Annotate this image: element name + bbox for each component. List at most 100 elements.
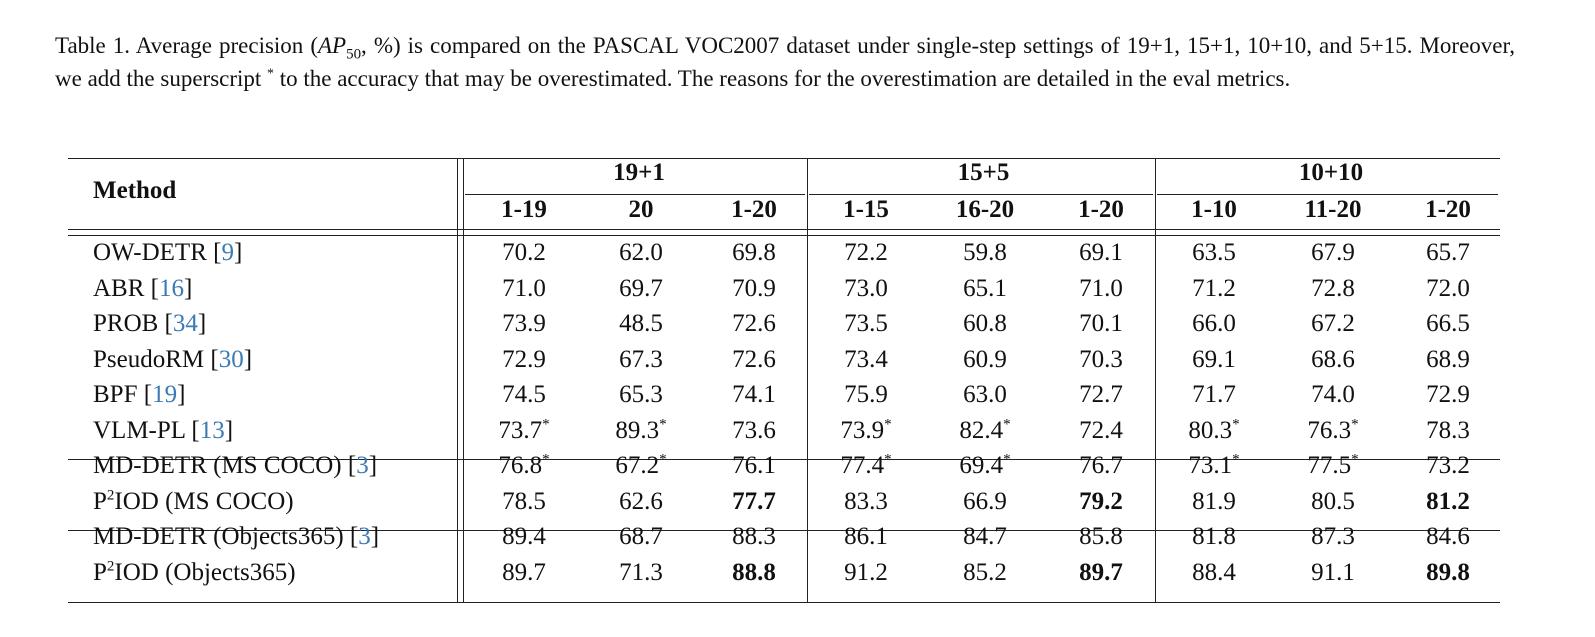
value-cell: 91.2 — [844, 558, 888, 586]
value-cell: 85.2 — [963, 558, 1007, 586]
value-cell: 81.8 — [1192, 523, 1236, 550]
text-segment: VLM-PL [ — [93, 416, 200, 444]
value-cell: 66.9 — [963, 487, 1007, 515]
value-cell: 72.2 — [844, 239, 888, 266]
text-segment: P — [93, 558, 107, 586]
value-cell: 72.9 — [1426, 381, 1470, 408]
column-header: 20 — [628, 196, 654, 223]
text-segment: OW-DETR [ — [93, 239, 222, 266]
value: 77.7 — [732, 487, 776, 515]
value: 73.1 — [1188, 452, 1233, 479]
note: * — [884, 451, 892, 468]
value-cell: 72.6 — [732, 345, 776, 373]
value-cell: 74.0 — [1311, 381, 1355, 408]
text-segment: 2 — [106, 487, 115, 504]
value-cell: 89.8 — [1378, 558, 1518, 588]
value-cell: 63.0 — [963, 381, 1007, 408]
value-cell: 76.1 — [732, 452, 776, 479]
value: 73.9 — [840, 416, 885, 444]
value-cell: 77.4* — [796, 451, 936, 481]
text-segment: Table 1. Average precision ( — [55, 33, 318, 58]
value-cell: 87.3 — [1311, 523, 1355, 550]
value-cell: 70.9 — [732, 274, 776, 302]
value-cell: 68.6 — [1311, 345, 1355, 373]
text-segment: ] — [177, 381, 186, 408]
group-header: 19+1 — [613, 159, 665, 186]
note: * — [1232, 451, 1240, 468]
value-cell: 76.8* — [454, 451, 594, 481]
text-segment: 16 — [158, 274, 184, 302]
value: 89.7 — [1079, 558, 1123, 586]
text-segment: 30 — [218, 345, 244, 373]
column-header: 11-20 — [1304, 196, 1362, 223]
text-segment: IOD (Objects365) — [114, 558, 296, 586]
value: 80.3 — [1188, 416, 1233, 444]
value-cell: 65.3 — [619, 381, 663, 408]
value-cell: 88.8 — [684, 558, 824, 588]
value-cell: 71.7 — [1192, 381, 1236, 408]
value-cell: 80.3* — [1144, 416, 1284, 446]
value-cell: 69.1 — [1192, 345, 1236, 373]
value-cell: 81.2 — [1378, 487, 1518, 517]
note: * — [1003, 451, 1011, 468]
method-cell: MD-DETR (Objects365) [3] — [93, 522, 379, 552]
h-rule — [1157, 194, 1498, 196]
note: * — [1003, 416, 1011, 433]
value-cell: 74.1 — [732, 381, 776, 408]
value-cell: 82.4* — [915, 416, 1055, 446]
text-segment: ] — [183, 274, 193, 302]
value: 82.4 — [959, 416, 1004, 444]
text-segment: * — [267, 65, 274, 81]
method-header: Method — [93, 177, 177, 204]
text-segment: 50 — [346, 46, 362, 63]
column-header: 1-19 — [501, 196, 547, 223]
v-rule — [807, 158, 809, 602]
column-header: 1-20 — [1078, 196, 1124, 223]
text-segment: PROB [ — [93, 310, 173, 337]
h-rule — [68, 235, 1500, 237]
value: 69.4 — [959, 452, 1004, 479]
text-segment: 13 — [199, 416, 225, 444]
note: * — [659, 416, 667, 433]
value: 77.4 — [840, 452, 885, 479]
value-cell: 72.6 — [732, 310, 776, 337]
note: * — [1232, 416, 1240, 433]
value: 89.8 — [1426, 558, 1470, 586]
v-rule — [1155, 158, 1157, 602]
text-segment: 3 — [358, 523, 371, 550]
value-cell: 69.1 — [1079, 239, 1123, 266]
value-cell: 69.7 — [619, 274, 663, 302]
value-cell: 77.5* — [1263, 451, 1403, 481]
text-segment: to the accuracy that may be overestimate… — [273, 66, 1291, 91]
caption: Table 1. Average precision (AP50, %) is … — [55, 29, 1515, 95]
group-header: 10+10 — [1298, 159, 1364, 186]
value: 77.5 — [1307, 452, 1352, 479]
value-cell: 71.0 — [502, 274, 546, 302]
value-cell: 81.9 — [1192, 487, 1236, 515]
value-cell: 84.6 — [1426, 523, 1470, 550]
value: 88.8 — [732, 558, 776, 586]
value-cell: 89.7 — [502, 558, 546, 586]
h-rule — [68, 229, 1500, 231]
value-cell: 73.9* — [796, 416, 936, 446]
value-cell: 67.2* — [571, 451, 711, 481]
value: 79.2 — [1079, 487, 1123, 515]
text-segment: ] — [233, 239, 243, 266]
v-rule — [457, 158, 459, 602]
value-cell: 73.6 — [732, 416, 776, 444]
value-cell: 88.3 — [732, 523, 776, 550]
value-cell: 67.2 — [1311, 310, 1355, 337]
text-segment: AP — [318, 33, 347, 58]
v-rule — [463, 158, 465, 602]
text-segment: MD-DETR (MS COCO) [ — [93, 452, 357, 479]
value-cell: 63.5 — [1192, 239, 1236, 266]
text-segment: ] — [224, 416, 234, 444]
value-cell: 75.9 — [844, 381, 888, 408]
column-header: 1-10 — [1191, 196, 1237, 223]
value-cell: 66.5 — [1426, 310, 1470, 337]
column-header: 1-20 — [731, 196, 777, 223]
text-segment: 34 — [172, 310, 198, 337]
value-cell: 67.3 — [619, 345, 663, 373]
text-segment: BPF [ — [93, 381, 153, 408]
text-segment: MD-DETR (Objects365) [ — [93, 523, 359, 550]
